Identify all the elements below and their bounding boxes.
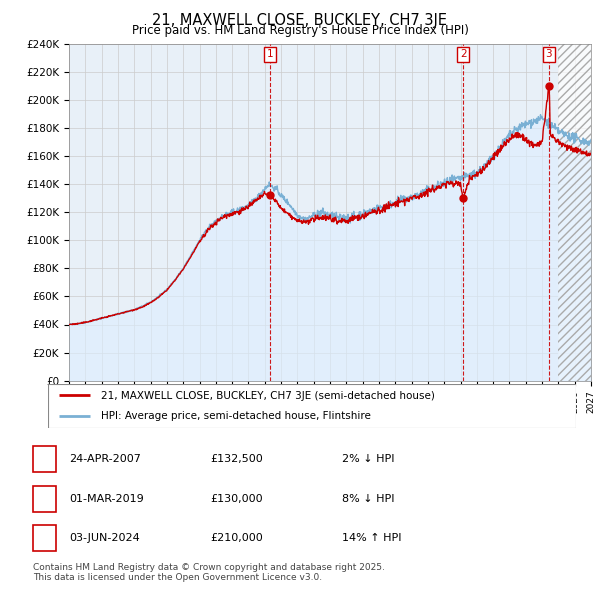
Text: 3: 3 — [545, 50, 552, 59]
Text: 2: 2 — [460, 50, 467, 59]
Text: 2: 2 — [41, 494, 48, 503]
Text: £130,000: £130,000 — [210, 494, 263, 503]
Text: 21, MAXWELL CLOSE, BUCKLEY, CH7 3JE (semi-detached house): 21, MAXWELL CLOSE, BUCKLEY, CH7 3JE (sem… — [101, 391, 434, 401]
Text: 3: 3 — [41, 533, 48, 543]
Text: HPI: Average price, semi-detached house, Flintshire: HPI: Average price, semi-detached house,… — [101, 411, 371, 421]
Text: 1: 1 — [41, 454, 48, 464]
Bar — [559, 44, 591, 381]
FancyBboxPatch shape — [48, 384, 576, 428]
Text: 01-MAR-2019: 01-MAR-2019 — [69, 494, 144, 503]
Text: £210,000: £210,000 — [210, 533, 263, 543]
Text: £132,500: £132,500 — [210, 454, 263, 464]
Text: Price paid vs. HM Land Registry's House Price Index (HPI): Price paid vs. HM Land Registry's House … — [131, 24, 469, 37]
Text: 8% ↓ HPI: 8% ↓ HPI — [342, 494, 395, 503]
Text: 24-APR-2007: 24-APR-2007 — [69, 454, 141, 464]
Text: Contains HM Land Registry data © Crown copyright and database right 2025.
This d: Contains HM Land Registry data © Crown c… — [33, 563, 385, 582]
Text: 14% ↑ HPI: 14% ↑ HPI — [342, 533, 401, 543]
Text: 2% ↓ HPI: 2% ↓ HPI — [342, 454, 395, 464]
Text: 03-JUN-2024: 03-JUN-2024 — [69, 533, 140, 543]
Text: 1: 1 — [266, 50, 273, 59]
Text: 21, MAXWELL CLOSE, BUCKLEY, CH7 3JE: 21, MAXWELL CLOSE, BUCKLEY, CH7 3JE — [152, 13, 448, 28]
Bar — [559, 44, 591, 381]
